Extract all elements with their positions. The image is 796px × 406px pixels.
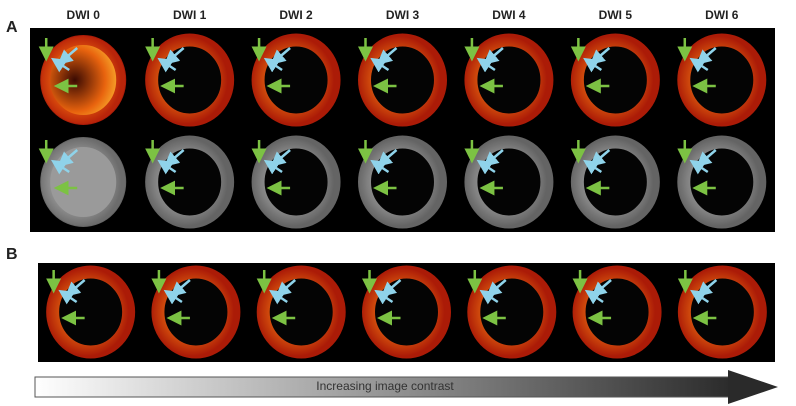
blue-arrow — [689, 57, 709, 73]
blue-arrow — [689, 159, 709, 175]
heart-ring — [464, 33, 554, 127]
blue-arrow — [690, 289, 710, 305]
blue-arrow — [58, 289, 78, 305]
blue-arrow — [374, 289, 394, 305]
blue-arrow — [583, 57, 603, 73]
blue-arrow — [263, 159, 283, 175]
heart-ring — [145, 33, 235, 127]
panel-label: B — [6, 246, 18, 263]
blue-arrow — [263, 57, 283, 73]
contrast-arrowhead — [728, 370, 778, 404]
column-header: DWI 5 — [599, 8, 633, 22]
heart-ring — [677, 265, 767, 359]
blue-arrow — [157, 57, 177, 73]
heart-ring — [572, 265, 662, 359]
heart-ring — [46, 265, 136, 359]
blue-arrow — [476, 159, 496, 175]
image-grid — [38, 33, 767, 359]
heart-ring — [464, 135, 554, 229]
blue-arrow — [584, 289, 604, 305]
heart-ring — [251, 135, 341, 229]
contrast-label: Increasing image contrast — [316, 379, 454, 393]
heart-ring — [467, 265, 557, 359]
blue-arrow — [163, 289, 183, 305]
column-header: DWI 1 — [173, 8, 207, 22]
column-header: DWI 2 — [279, 8, 313, 22]
blue-arrow — [370, 57, 390, 73]
panel-label: A — [6, 19, 18, 36]
heart-ring — [570, 33, 660, 127]
blue-arrow — [476, 57, 496, 73]
heart-ring — [358, 135, 447, 229]
blue-arrow — [268, 289, 288, 305]
column-header: DWI 6 — [705, 8, 739, 22]
heart-ring — [40, 35, 127, 125]
heart-ring — [358, 33, 447, 127]
heart-ring — [256, 265, 346, 359]
heart-ring — [677, 135, 767, 229]
heart-ring — [251, 33, 341, 127]
heart-ring — [677, 33, 767, 127]
heart-ring — [40, 137, 127, 227]
blue-arrow — [370, 159, 390, 175]
blue-arrow — [583, 159, 603, 175]
column-header: DWI 4 — [492, 8, 526, 22]
heart-ring — [145, 135, 235, 229]
blue-arrow — [157, 159, 177, 175]
heart-ring — [570, 135, 660, 229]
blue-arrow — [50, 57, 70, 73]
blue-arrow — [479, 289, 499, 305]
blue-arrow — [50, 159, 70, 175]
heart-ring — [151, 265, 241, 359]
column-header: DWI 3 — [386, 8, 420, 22]
heart-ring — [362, 265, 451, 359]
column-header: DWI 0 — [67, 8, 101, 22]
